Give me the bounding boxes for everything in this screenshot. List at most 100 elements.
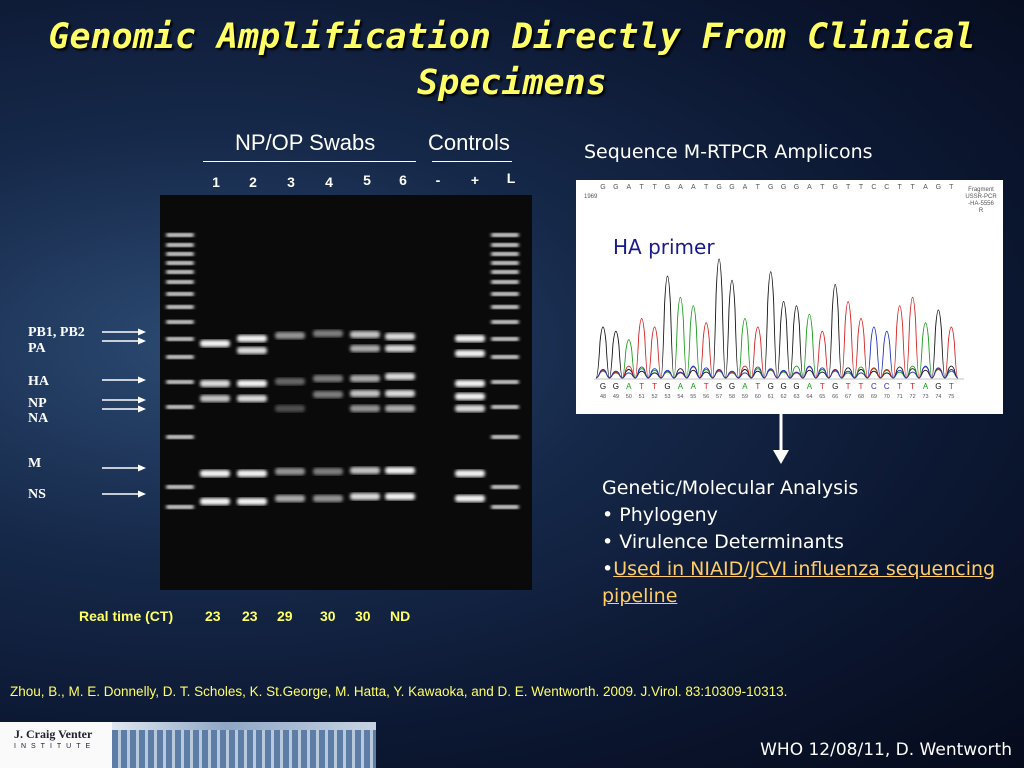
logo-name: J. Craig Venter: [14, 727, 93, 741]
lane-label: -: [435, 172, 441, 188]
gel-band: [455, 380, 485, 387]
ladder-band: [491, 305, 519, 309]
gel-band: [237, 470, 267, 477]
gel-band: [385, 333, 415, 340]
base-call: G: [664, 382, 670, 391]
group-rule: [432, 161, 512, 162]
gel-band: [455, 405, 485, 412]
gel-band: [200, 340, 230, 347]
ct-value: 30: [355, 608, 371, 624]
base-call: T: [820, 382, 825, 391]
gel-band: [455, 393, 485, 400]
analysis-item: • Phylogeny: [602, 504, 718, 526]
base-call: T: [910, 382, 915, 391]
lane-label: 6: [399, 172, 407, 188]
group-label: NP/OP Swabs: [235, 130, 376, 155]
scale-label: 1969: [584, 194, 598, 200]
lane-label: +: [470, 172, 480, 188]
base-top: A: [923, 184, 928, 191]
gel-band: [237, 335, 267, 342]
ladder-band: [166, 252, 194, 256]
pipeline-link[interactable]: Used in NIAID/JCVI influenza sequencing …: [602, 558, 996, 607]
ladder-band: [166, 355, 194, 359]
base-position: 71: [897, 394, 903, 400]
gel-band: [313, 468, 343, 475]
gel-band: [275, 332, 305, 339]
base-call: A: [691, 382, 697, 391]
base-top: T: [640, 184, 645, 191]
gel-band: [455, 495, 485, 502]
analysis-link-item: •Used in NIAID/JCVI influenza sequencing…: [602, 556, 1002, 610]
analysis-item: • Virulence Determinants: [602, 531, 844, 553]
gel-band: [313, 375, 343, 382]
ladder-band: [491, 355, 519, 359]
segment-label: M: [28, 456, 42, 471]
ladder-band: [491, 261, 519, 265]
gel-band: [385, 467, 415, 474]
lane-label: 1: [212, 174, 220, 190]
fragment-label: R: [979, 208, 984, 214]
base-position: 56: [703, 394, 709, 400]
gel-band: [385, 373, 415, 380]
ladder-band: [491, 320, 519, 324]
base-call: A: [678, 382, 684, 391]
base-position: 57: [716, 394, 722, 400]
logo-sub: INSTITUTE: [14, 743, 96, 750]
base-position: 75: [948, 394, 954, 400]
base-call: T: [859, 382, 864, 391]
base-top: T: [820, 184, 825, 191]
group-label: Controls: [428, 130, 510, 155]
gel-band: [200, 395, 230, 402]
base-top: A: [743, 184, 748, 191]
base-top: A: [678, 184, 683, 191]
gel-band: [385, 493, 415, 500]
ladder-band: [166, 505, 194, 509]
lane-label: 5: [363, 172, 371, 188]
credit: WHO 12/08/11, D. Wentworth: [760, 740, 1012, 760]
logo-plate: [0, 722, 112, 768]
ladder-band: [491, 233, 519, 237]
base-position: 62: [781, 394, 787, 400]
base-top: G: [781, 184, 786, 191]
base-call: C: [884, 382, 890, 391]
base-call: A: [626, 382, 632, 391]
gel-band: [350, 390, 380, 397]
ladder-band: [491, 405, 519, 409]
ladder-band: [166, 320, 194, 324]
ladder-band: [166, 233, 194, 237]
base-position: 68: [858, 394, 864, 400]
gel-band: [350, 331, 380, 338]
base-position: 63: [793, 394, 799, 400]
lane-label: 4: [325, 174, 333, 190]
base-top: G: [768, 184, 773, 191]
gel-band: [275, 495, 305, 502]
gel-band: [200, 498, 230, 505]
base-call: G: [780, 382, 786, 391]
base-position: 55: [690, 394, 696, 400]
base-position: 64: [806, 394, 812, 400]
gel-band: [275, 405, 305, 412]
gel-band: [385, 405, 415, 412]
base-call: T: [704, 382, 709, 391]
ct-value: 29: [277, 608, 293, 624]
base-top: G: [936, 184, 941, 191]
ladder-band: [491, 243, 519, 247]
base-top: C: [871, 184, 876, 191]
base-position: 51: [639, 394, 645, 400]
base-top: G: [613, 184, 618, 191]
base-top: T: [846, 184, 851, 191]
ladder-band: [166, 405, 194, 409]
base-call: T: [639, 382, 644, 391]
gel-band: [350, 493, 380, 500]
base-position: 69: [871, 394, 877, 400]
base-top: G: [600, 184, 605, 191]
ladder-band: [491, 485, 519, 489]
base-call: G: [768, 382, 774, 391]
ladder-band: [166, 280, 194, 284]
gel-band: [237, 395, 267, 402]
logo: J. Craig Venter INSTITUTE: [0, 722, 376, 768]
base-call: T: [846, 382, 851, 391]
base-position: 53: [664, 394, 670, 400]
base-top: G: [794, 184, 799, 191]
